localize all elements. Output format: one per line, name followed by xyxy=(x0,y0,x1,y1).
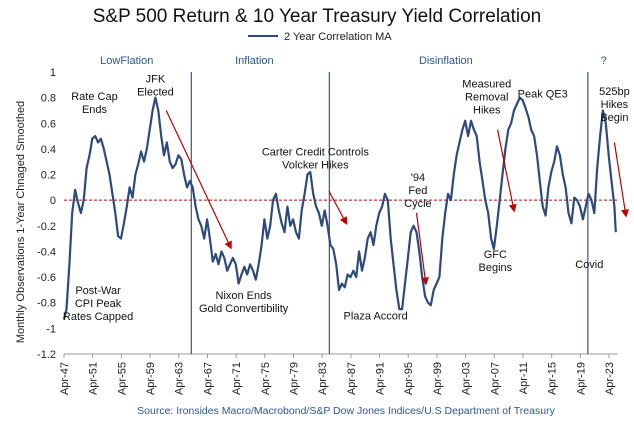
x-tick-label: Apr-47 xyxy=(59,362,71,395)
x-tick-label: Apr-11 xyxy=(518,362,530,394)
annotation-arrow xyxy=(613,142,629,218)
annotation-label: JFK Elected xyxy=(137,73,174,98)
x-tick-label: Apr-19 xyxy=(575,362,587,395)
legend-label: 2 Year Correlation MA xyxy=(284,31,392,43)
annotation-label: Nixon Ends Gold Convertibility xyxy=(199,290,289,315)
era-label: ? xyxy=(601,55,607,67)
y-tick-label: -1.2 xyxy=(37,349,56,361)
x-tick-label: Apr-67 xyxy=(202,362,214,395)
x-tick-label: Apr-55 xyxy=(116,362,128,395)
x-tick-label: Apr-87 xyxy=(346,362,358,395)
annotation-label: Covid xyxy=(575,259,603,271)
era-label: Inflation xyxy=(235,55,274,67)
x-tick-label: Apr-71 xyxy=(231,362,243,395)
x-tick-label: Apr-07 xyxy=(489,362,501,395)
annotation-label: Post-War CPI Peak Rates Capped xyxy=(63,285,133,323)
source-note: Source: Ironsides Macro/Macrobond/S&P Do… xyxy=(137,405,555,417)
y-tick-label: -1 xyxy=(46,323,56,335)
y-tick-label: -0.8 xyxy=(37,298,56,310)
annotation-label: Measured Removal Hikes xyxy=(462,78,511,116)
era-label: Disinflation xyxy=(419,55,473,67)
annotation-arrow xyxy=(415,212,429,286)
era-label: LowFlation xyxy=(100,55,153,67)
y-tick-label: 0 xyxy=(50,195,56,207)
annotation-label: GFC Begins xyxy=(479,249,513,274)
annotation-label: '94 Fed Cycle xyxy=(404,172,432,210)
series-line xyxy=(62,96,617,320)
y-tick-label: -0.2 xyxy=(37,221,56,233)
x-tick-label: Apr-51 xyxy=(88,362,100,395)
y-tick-label: 0.8 xyxy=(41,93,56,105)
legend: 2 Year Correlation MA xyxy=(248,31,392,43)
x-tick-label: Apr-23 xyxy=(604,362,616,395)
y-tick-label: 0.6 xyxy=(41,118,56,130)
x-tick-label: Apr-03 xyxy=(461,362,473,395)
y-tick-label: -0.4 xyxy=(37,246,56,258)
x-tick-label: Apr-83 xyxy=(317,362,329,395)
x-tick-label: Apr-59 xyxy=(145,362,157,395)
y-tick-label: -0.6 xyxy=(37,272,56,284)
x-tick-label: Apr-79 xyxy=(288,362,300,395)
annotation-arrow xyxy=(165,110,232,250)
x-tick-label: Apr-15 xyxy=(547,362,559,395)
y-tick-label: 0.4 xyxy=(41,144,56,156)
annotation-label: Carter Credit Controls Volcker Hikes xyxy=(262,146,369,171)
x-tick-label: Apr-75 xyxy=(260,362,272,395)
annotation-label: Plaza Accord xyxy=(344,310,408,322)
y-axis-label: Monthly Observations 1-Year Chnaged Smoo… xyxy=(15,101,27,343)
annotation-label: 525bp Hikes Begin xyxy=(599,86,630,124)
annotation-arrow xyxy=(496,129,517,213)
chart-title: S&P 500 Return & 10 Year Treasury Yield … xyxy=(93,6,542,27)
y-tick-label: 1 xyxy=(50,67,56,79)
x-tick-label: Apr-91 xyxy=(375,362,387,395)
y-tick-label: 0.2 xyxy=(41,170,56,182)
x-tick-label: Apr-95 xyxy=(403,362,415,395)
annotation-label: Peak QE3 xyxy=(518,89,568,101)
annotation-arrow xyxy=(328,190,348,226)
x-tick-label: Apr-63 xyxy=(174,362,186,395)
x-tick-label: Apr-99 xyxy=(432,362,444,395)
annotation-label: Rate Cap Ends xyxy=(71,91,117,116)
plot-area: 10.80.60.40.20-0.2-0.4-0.6-0.8-1-1.2Apr-… xyxy=(37,55,630,395)
